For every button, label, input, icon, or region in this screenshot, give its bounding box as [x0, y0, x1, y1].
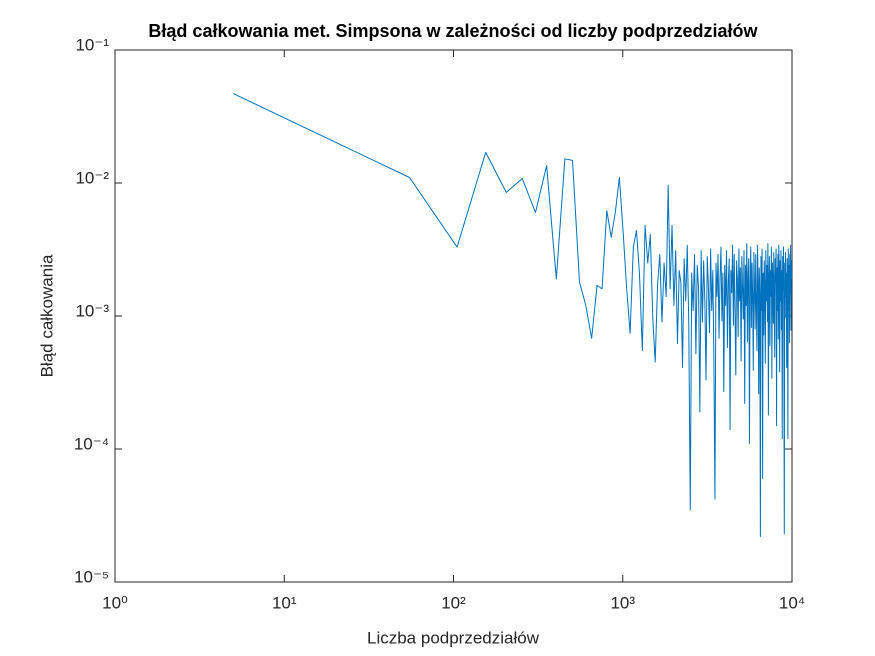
x-tick-label: 10¹	[272, 593, 297, 612]
x-axis-label: Liczba podprzedziałów	[367, 628, 540, 647]
x-tick-label: 10²	[441, 593, 466, 612]
x-tick-label: 10⁰	[102, 593, 128, 612]
y-tick-label: 10⁻³	[75, 301, 109, 320]
x-tick-label: 10⁴	[779, 593, 805, 612]
y-tick-label: 10⁻⁴	[74, 434, 109, 453]
y-tick-label: 10⁻⁵	[74, 567, 109, 586]
plot-area	[114, 49, 793, 583]
y-tick-label: 10⁻¹	[75, 35, 109, 54]
data-line	[233, 93, 793, 537]
chart-title: Błąd całkowania met. Simpsona w zależnoś…	[148, 21, 758, 41]
x-tick-label: 10³	[610, 593, 635, 612]
y-axis-label: Błąd całkowania	[37, 254, 56, 377]
y-tick-label: 10⁻²	[75, 168, 109, 187]
